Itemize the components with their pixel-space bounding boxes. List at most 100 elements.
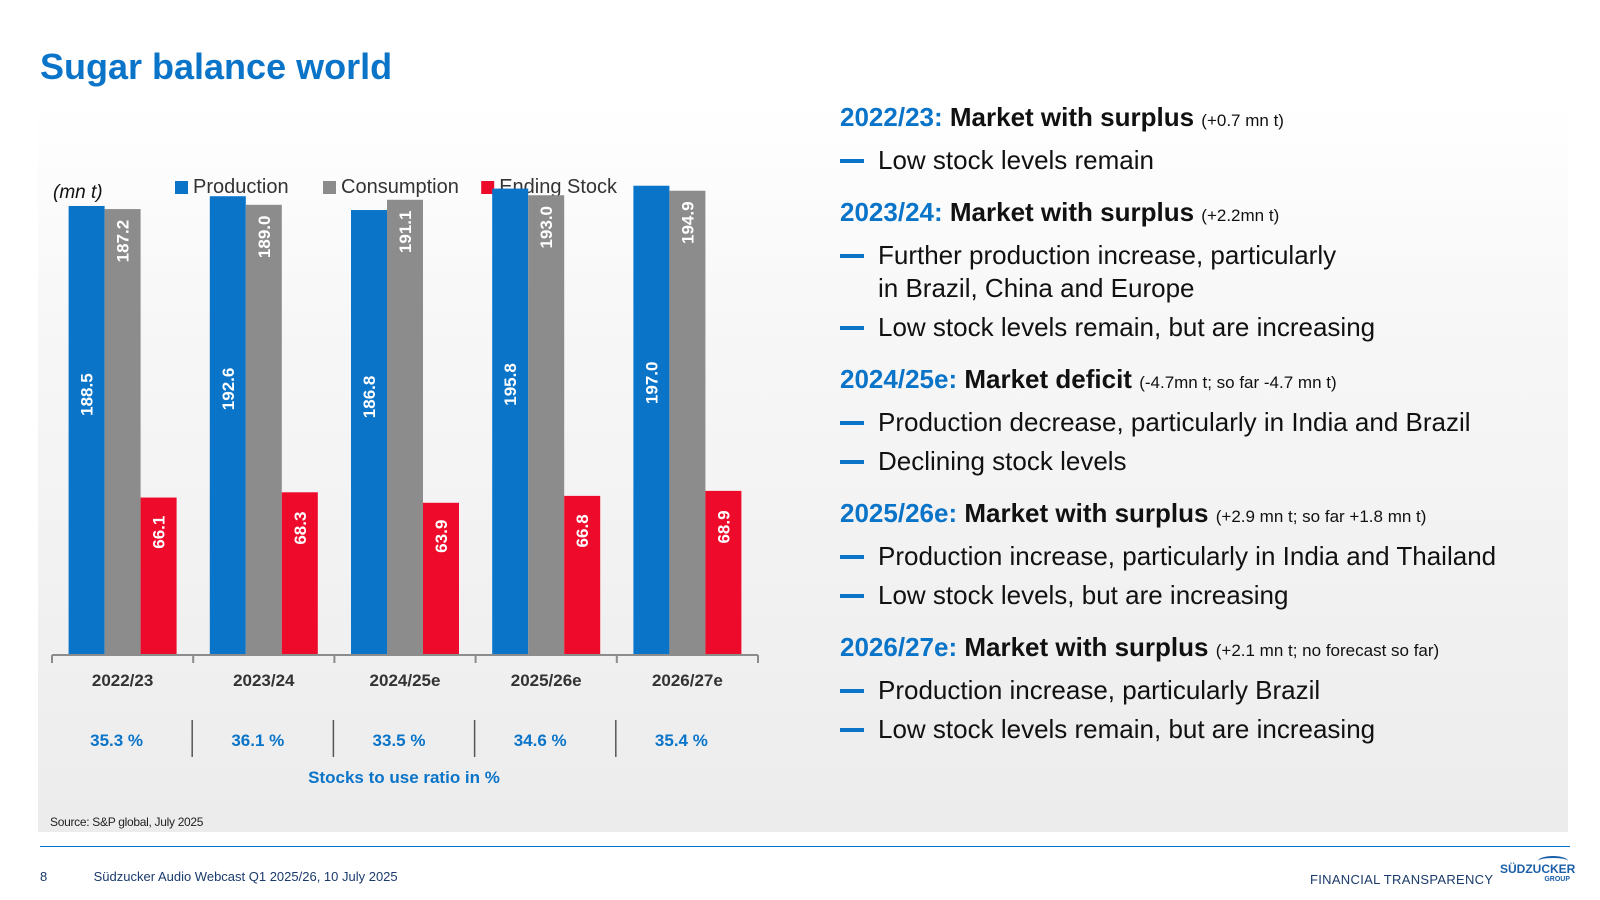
outlook-bullet-text: Production increase, particularly in Ind…: [878, 541, 1497, 571]
page-title: Sugar balance world: [40, 46, 393, 87]
footer-info: 8 Südzucker Audio Webcast Q1 2025/26, 10…: [40, 869, 398, 884]
value-label-stock-2: 63.9: [432, 520, 451, 553]
dash-bullet-icon: [840, 594, 864, 598]
value-label-consumption-2: 191.1: [396, 211, 415, 254]
outlook-bullet: Production increase, particularly Brazil: [840, 674, 1570, 707]
bar-production-4: [633, 185, 670, 655]
value-label-production-3: 195.8: [501, 363, 520, 406]
dash-bullet-icon: [840, 254, 864, 258]
bar-production-1: [209, 196, 246, 655]
value-label-stock-1: 68.3: [291, 512, 310, 545]
bar-production-2: [351, 210, 387, 655]
bar-stock-1: [281, 492, 318, 655]
bar-consumption-2: [387, 199, 423, 655]
outlook-bullet-text: in Brazil, China and Europe: [878, 273, 1195, 303]
outlook-bullet-text: Declining stock levels: [878, 446, 1127, 476]
bar-consumption-3: [528, 195, 565, 655]
category-label-3: 2025/26e: [511, 671, 582, 690]
outlook-bullet: Low stock levels, but are increasing: [840, 579, 1570, 612]
outlook-note: (+2.2mn t): [1201, 206, 1280, 225]
outlook-heading: 2025/26e: Market with surplus (+2.9 mn t…: [840, 496, 1570, 534]
ratio-caption: Stocks to use ratio in %: [308, 768, 500, 787]
outlook-headline: Market with surplus: [949, 197, 1195, 227]
legend-label-production: Production: [193, 176, 289, 198]
outlook-block-3: 2025/26e: Market with surplus (+2.9 mn t…: [840, 496, 1570, 612]
outlook-bullet-text: Low stock levels, but are increasing: [878, 580, 1289, 610]
legend-swatch-consumption: [323, 181, 336, 194]
dash-bullet-icon: [840, 326, 864, 330]
dash-bullet-icon: [840, 555, 864, 559]
outlook-heading: 2024/25e: Market deficit (-4.7mn t; so f…: [840, 362, 1570, 400]
outlook-bullet-text: Low stock levels remain, but are increas…: [878, 714, 1376, 744]
outlook-note: (+2.1 mn t; no forecast so far): [1215, 641, 1440, 660]
value-label-production-2: 186.8: [360, 376, 379, 419]
footer-event: Südzucker Audio Webcast Q1 2025/26, 10 J…: [93, 869, 398, 884]
outlook-block-1: 2023/24: Market with surplus (+2.2mn t) F…: [840, 195, 1570, 344]
value-label-consumption-0: 187.2: [114, 220, 133, 263]
value-label-stock-0: 66.1: [150, 516, 169, 549]
page-number: 8: [40, 869, 48, 884]
outlook-heading: 2023/24: Market with surplus (+2.2mn t): [840, 195, 1570, 233]
outlook-bullet: Declining stock levels: [840, 445, 1570, 478]
outlook-bullet: Further production increase, particularl…: [840, 239, 1570, 305]
ratio-value-1: 36.1 %: [231, 731, 284, 750]
legend-swatch-production: [175, 181, 188, 194]
value-label-consumption-4: 194.9: [678, 201, 697, 244]
legend-swatch-stock: [481, 181, 495, 194]
value-label-production-1: 192.6: [219, 368, 238, 411]
value-label-production-4: 197.0: [642, 362, 661, 405]
ratio-value-0: 35.3 %: [90, 731, 143, 750]
outlook-note: (+2.9 mn t; so far +1.8 mn t): [1215, 507, 1427, 526]
outlook-bullet: Production increase, particularly in Ind…: [840, 540, 1570, 573]
market-commentary: 2022/23: Market with surplus (+0.7 mn t)…: [840, 100, 1570, 764]
logo-swoosh-icon: [1538, 856, 1568, 866]
legend-label-consumption: Consumption: [341, 176, 459, 198]
outlook-heading: 2026/27e: Market with surplus (+2.1 mn t…: [840, 630, 1570, 668]
outlook-heading: 2022/23: Market with surplus (+0.7 mn t): [840, 100, 1570, 138]
outlook-block-4: 2026/27e: Market with surplus (+2.1 mn t…: [840, 630, 1570, 746]
value-label-stock-4: 68.9: [714, 510, 733, 543]
bar-consumption-1: [245, 204, 282, 656]
outlook-note: (-4.7mn t; so far -4.7 mn t): [1139, 373, 1337, 392]
footer-divider: [40, 846, 1570, 847]
outlook-bullet: Low stock levels remain: [840, 144, 1570, 177]
dash-bullet-icon: [840, 728, 864, 732]
outlook-year: 2024/25e:: [840, 364, 958, 394]
ratio-value-3: 34.6 %: [514, 731, 567, 750]
outlook-bullet: Low stock levels remain, but are increas…: [840, 311, 1570, 344]
bar-stock-3: [564, 495, 601, 655]
sugar-balance-chart: (mn t) Production Consumption Ending Stock 1…: [51, 176, 759, 787]
dash-bullet-icon: [840, 421, 864, 425]
bar-stock-2: [423, 502, 459, 655]
outlook-bullet-text: Production increase, particularly Brazil: [878, 675, 1321, 705]
outlook-year: 2022/23:: [840, 102, 943, 132]
category-label-2: 2024/25e: [370, 671, 441, 690]
outlook-block-2: 2024/25e: Market deficit (-4.7mn t; so f…: [840, 362, 1570, 478]
bar-stock-0: [140, 497, 177, 655]
bar-consumption-0: [104, 209, 141, 655]
category-label-4: 2026/27e: [652, 671, 723, 690]
footer-tagline: FINANCIAL TRANSPARENCY: [1310, 872, 1494, 887]
outlook-bullet-text: Further production increase, particularl…: [878, 240, 1337, 270]
value-label-consumption-1: 189.0: [255, 216, 274, 259]
unit-label: (mn t): [53, 182, 103, 203]
bar-stock-4: [705, 490, 742, 655]
outlook-bullet-text: Low stock levels remain: [878, 145, 1154, 175]
outlook-headline: Market deficit: [964, 364, 1132, 394]
outlook-headline: Market with surplus: [949, 102, 1195, 132]
bar-production-3: [492, 188, 529, 655]
ratio-value-4: 35.4 %: [655, 731, 708, 750]
dash-bullet-icon: [840, 460, 864, 464]
dash-bullet-icon: [840, 159, 864, 163]
value-label-production-0: 188.5: [78, 373, 97, 416]
outlook-bullet: Production decrease, particularly in Ind…: [840, 406, 1570, 439]
source-note: Source: S&P global, July 2025: [50, 815, 204, 829]
outlook-block-0: 2022/23: Market with surplus (+0.7 mn t)…: [840, 100, 1570, 177]
outlook-bullet-text: Production decrease, particularly in Ind…: [878, 407, 1471, 437]
outlook-bullet-text: Low stock levels remain, but are increas…: [878, 312, 1376, 342]
ratio-value-2: 33.5 %: [373, 731, 426, 750]
outlook-year: 2026/27e:: [840, 632, 958, 662]
content-panel: [38, 100, 1568, 832]
outlook-headline: Market with surplus: [964, 632, 1209, 662]
bar-consumption-4: [669, 190, 706, 655]
